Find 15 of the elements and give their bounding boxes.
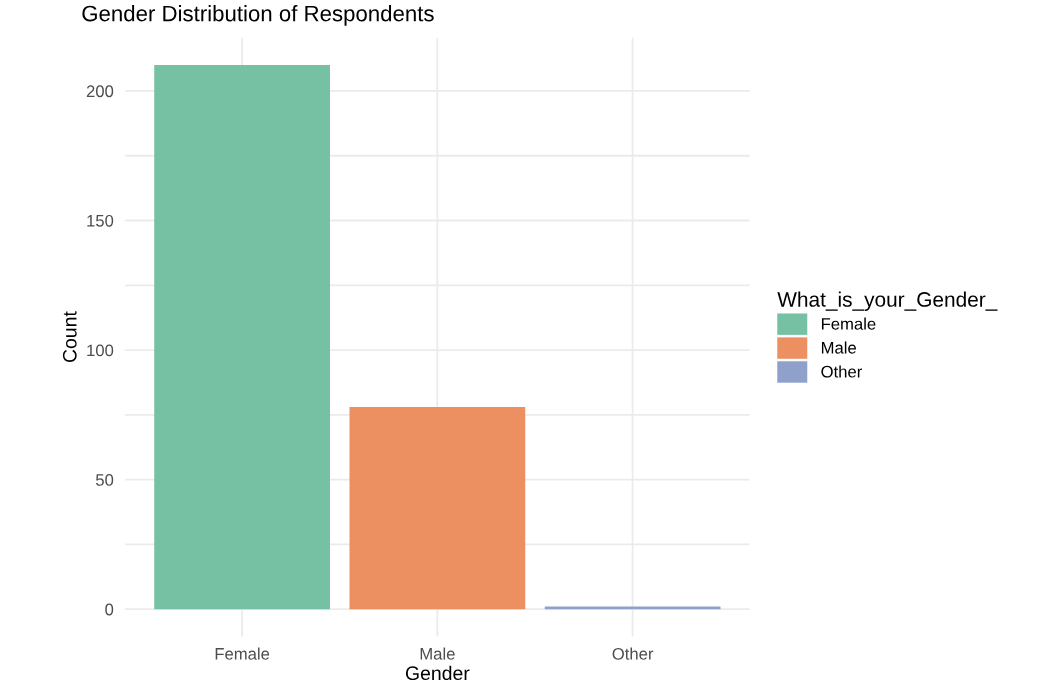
y-axis-title: Count	[62, 311, 77, 363]
chart-title: Gender Distribution of Respondents	[82, 5, 434, 26]
legend-label: Other	[821, 365, 863, 378]
x-tick-label: Female	[215, 647, 270, 660]
x-axis-title: Gender	[405, 665, 470, 681]
legend-label: Male	[821, 341, 856, 354]
y-tick-label: 100	[87, 344, 114, 357]
y-tick-label: 200	[86, 85, 114, 98]
legend-label: Female	[821, 317, 876, 330]
y-tick-label: 50	[95, 474, 114, 486]
x-tick-label: Male	[420, 647, 455, 660]
x-tick-label: Other	[612, 647, 654, 660]
legend-title: What_is_your_Gender_	[777, 291, 998, 311]
y-tick-label: 150	[87, 214, 114, 227]
y-tick-label: 0	[105, 603, 114, 616]
